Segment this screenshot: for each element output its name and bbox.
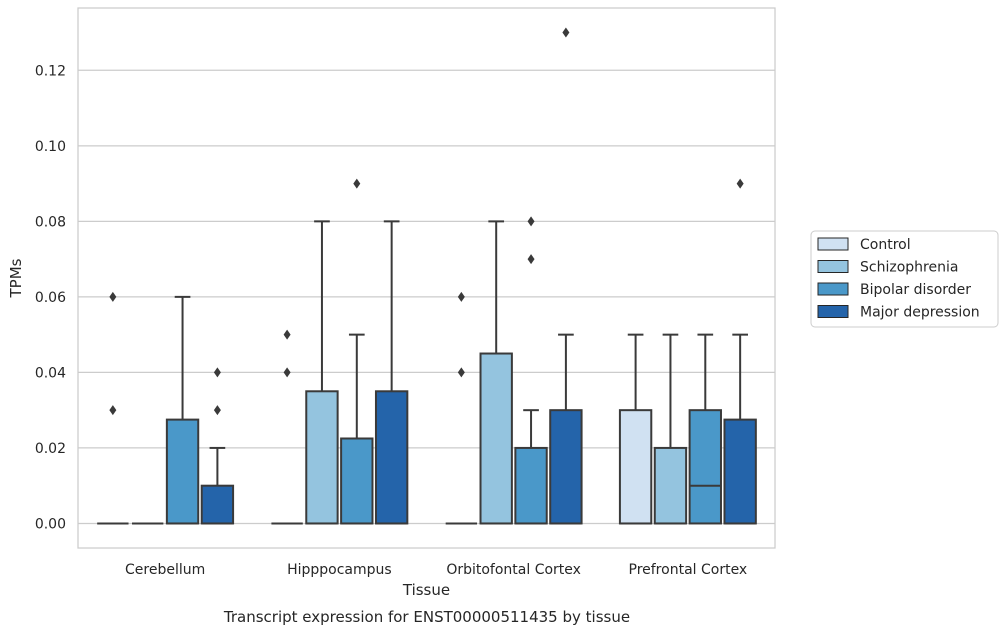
- y-axis-label: TPMs: [7, 258, 25, 298]
- outlier-point: [527, 254, 535, 265]
- box-group: [723, 178, 757, 525]
- y-tick-label: 0.06: [35, 290, 66, 306]
- legend-label: Major depression: [860, 305, 980, 321]
- box: [305, 390, 339, 525]
- y-tick-label: 0.00: [35, 516, 66, 532]
- chart-caption: Transcript expression for ENST0000051143…: [223, 608, 630, 626]
- x-axis-ticks: Cerebellum Hipppocampus Orbitofontal Corte…: [125, 562, 747, 578]
- box-group: [688, 333, 722, 525]
- box: [723, 418, 757, 525]
- legend-label: Control: [860, 237, 911, 253]
- box-group: [340, 178, 374, 525]
- legend: Control Schizophrenia Bipolar disorder Majo…: [810, 230, 999, 328]
- outlier-point: [109, 405, 117, 416]
- legend-box: [810, 230, 999, 328]
- x-tick-label: Cerebellum: [125, 562, 205, 578]
- box: [200, 484, 235, 525]
- box-group: [374, 220, 409, 525]
- legend-label: Schizophrenia: [860, 260, 958, 276]
- box: [479, 352, 513, 525]
- box-group: [549, 27, 583, 525]
- box-group: [271, 329, 303, 525]
- box-group: [97, 291, 129, 525]
- box-group: [305, 220, 339, 525]
- box-group: [618, 333, 653, 525]
- outlier-point: [457, 291, 465, 302]
- box: [514, 446, 548, 525]
- y-axis-ticks: 0.00 0.02 0.04 0.06 0.08 0.10 0.12: [35, 63, 66, 532]
- box: [653, 446, 688, 525]
- outlier-point: [109, 291, 117, 302]
- box-group: [165, 295, 200, 525]
- x-tick-label: Hipppocampus: [287, 562, 392, 578]
- box: [340, 437, 374, 525]
- legend-swatch: [817, 305, 849, 318]
- outlier-point: [736, 178, 744, 189]
- x-tick-label: Prefrontal Cortex: [629, 562, 748, 578]
- outlier-point: [457, 367, 465, 378]
- x-axis-label: Tissue: [402, 581, 450, 599]
- box-group: [514, 216, 548, 525]
- outlier-point: [213, 367, 221, 378]
- y-tick-label: 0.02: [35, 441, 66, 457]
- box-series: [97, 27, 757, 525]
- box-group: [479, 220, 513, 525]
- box: [374, 390, 409, 525]
- y-tick-label: 0.08: [35, 214, 66, 230]
- y-tick-label: 0.12: [35, 63, 66, 79]
- plot-frame: [77, 7, 776, 549]
- box: [618, 409, 653, 525]
- box-group: [200, 367, 235, 525]
- y-tick-label: 0.04: [35, 365, 66, 381]
- box: [688, 409, 722, 525]
- outlier-point: [283, 367, 291, 378]
- box: [165, 418, 200, 525]
- outlier-point: [353, 178, 361, 189]
- box: [549, 409, 583, 525]
- outlier-point: [562, 27, 570, 38]
- outlier-point: [283, 329, 291, 340]
- outlier-point: [213, 405, 221, 416]
- legend-label: Bipolar disorder: [860, 282, 971, 298]
- y-tick-label: 0.10: [35, 139, 66, 155]
- outlier-point: [527, 216, 535, 227]
- x-tick-label: Orbitofontal Cortex: [446, 562, 581, 578]
- legend-swatch: [817, 237, 849, 251]
- legend-swatch: [817, 282, 849, 296]
- box-group: [445, 291, 478, 525]
- legend-swatch: [817, 260, 849, 273]
- box-group: [653, 333, 688, 525]
